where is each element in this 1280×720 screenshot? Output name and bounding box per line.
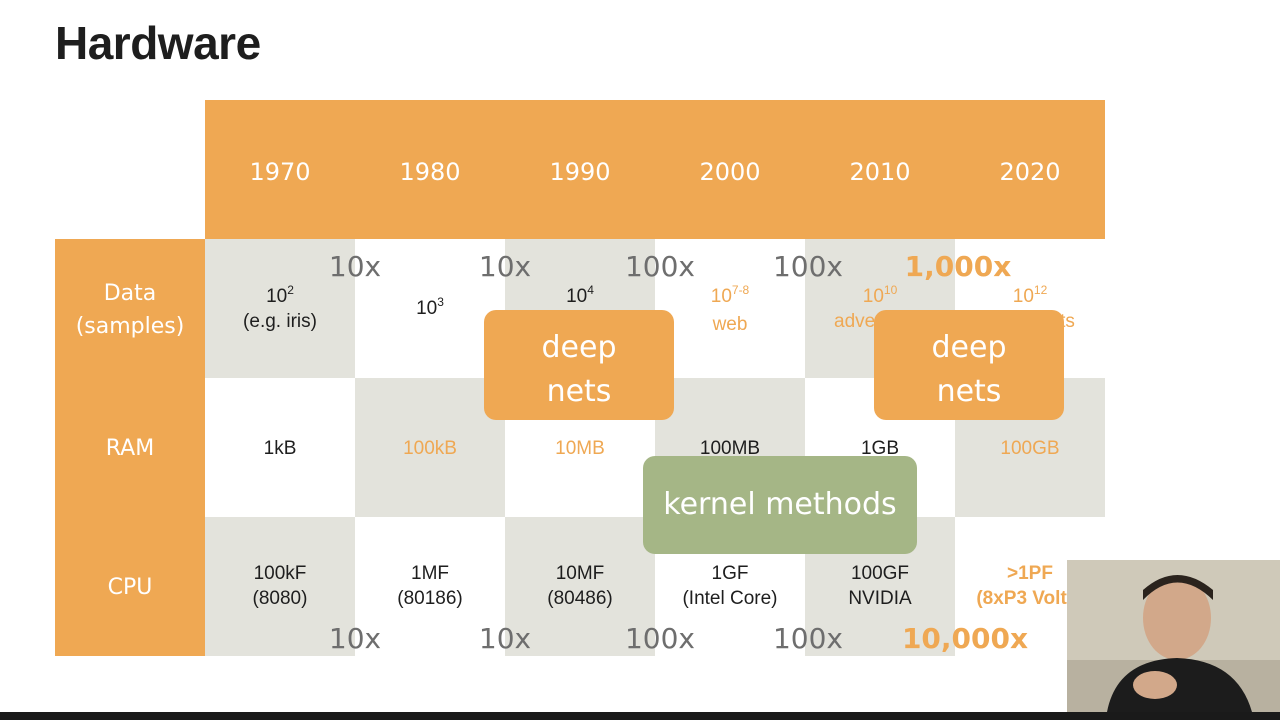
- data-growth-2: 10x: [478, 250, 532, 283]
- cpu-1990-chip: (80486): [547, 588, 613, 609]
- data-value-2020: 1012: [1012, 283, 1048, 307]
- cpu-2010: 100GF: [850, 563, 910, 584]
- data-growth-5: 1,000x: [904, 250, 1012, 283]
- year-2020: 2020: [999, 158, 1061, 186]
- cpu-2010-chip: NVIDIA: [848, 588, 912, 609]
- deep-nets-label-line1: deep: [541, 330, 617, 365]
- grid-cell: [205, 239, 355, 378]
- data-value-2000: 107-8: [710, 283, 750, 307]
- cpu-2020-chip: (8xP3 Volta): [976, 588, 1084, 609]
- grid-cell: [205, 517, 355, 656]
- kernel-methods-callout: kernel methods: [643, 456, 917, 554]
- deep-nets-callout-2010: deep nets: [874, 310, 1064, 420]
- cpu-2000: 1GF: [711, 563, 749, 584]
- cpu-growth-1: 10x: [328, 622, 382, 655]
- cpu-growth-2: 10x: [478, 622, 532, 655]
- deep-nets-label-line2: nets: [936, 374, 1002, 409]
- row-label-data: Data: [103, 281, 157, 306]
- grid-cell: [355, 378, 505, 517]
- cpu-1980: 1MF: [411, 563, 449, 584]
- ram-1980: 100kB: [403, 438, 457, 459]
- year-2000: 2000: [699, 158, 761, 186]
- ram-2010: 1GB: [860, 438, 900, 459]
- data-note-1970: (e.g. iris): [243, 311, 317, 332]
- cpu-2020: >1PF: [1007, 563, 1053, 584]
- cpu-1970-chip: (8080): [252, 588, 308, 609]
- presenter-video: [1067, 560, 1280, 712]
- cpu-1970: 100kF: [253, 563, 307, 584]
- data-value-1970: 102: [266, 283, 294, 307]
- cpu-1990: 10MF: [555, 563, 605, 584]
- year-1970: 1970: [249, 158, 311, 186]
- ram-1970: 1kB: [263, 438, 297, 459]
- cpu-growth-4: 100x: [772, 622, 843, 655]
- deep-nets-label-line2: nets: [546, 374, 612, 409]
- ram-1990: 10MB: [555, 438, 605, 459]
- data-growth-1: 10x: [328, 250, 382, 283]
- ram-2020: 100GB: [1000, 438, 1060, 459]
- data-growth-4: 100x: [772, 250, 843, 283]
- data-value-2010: 1010: [862, 283, 898, 307]
- year-header: 1970 1980 1990 2000 2010 2020: [205, 100, 1105, 239]
- row-label-column: Data (samples) RAM CPU: [55, 239, 205, 656]
- year-1980: 1980: [399, 158, 461, 186]
- year-1990: 1990: [549, 158, 611, 186]
- row-label-ram: RAM: [105, 436, 155, 461]
- year-2010: 2010: [849, 158, 911, 186]
- ram-2000: 100MB: [699, 438, 761, 459]
- cpu-growth-5: 10,000x: [901, 622, 1029, 655]
- cpu-1980-chip: (80186): [397, 588, 463, 609]
- grid-cell: [505, 517, 655, 656]
- bottom-bar: [0, 712, 1280, 720]
- data-value-1980: 103: [416, 295, 444, 319]
- cpu-2000-chip: (Intel Core): [682, 588, 778, 609]
- row-label-data-sub: (samples): [75, 314, 185, 339]
- presenter-silhouette-icon: [1067, 560, 1280, 712]
- deep-nets-callout-1990: deep nets: [484, 310, 674, 420]
- deep-nets-label-line1: deep: [931, 330, 1007, 365]
- data-value-1990: 104: [566, 283, 594, 307]
- data-note-2000: web: [712, 314, 748, 335]
- row-label-cpu: CPU: [107, 575, 153, 600]
- slide-title: Hardware: [55, 17, 261, 69]
- data-growth-3: 100x: [624, 250, 695, 283]
- cpu-growth-3: 100x: [624, 622, 695, 655]
